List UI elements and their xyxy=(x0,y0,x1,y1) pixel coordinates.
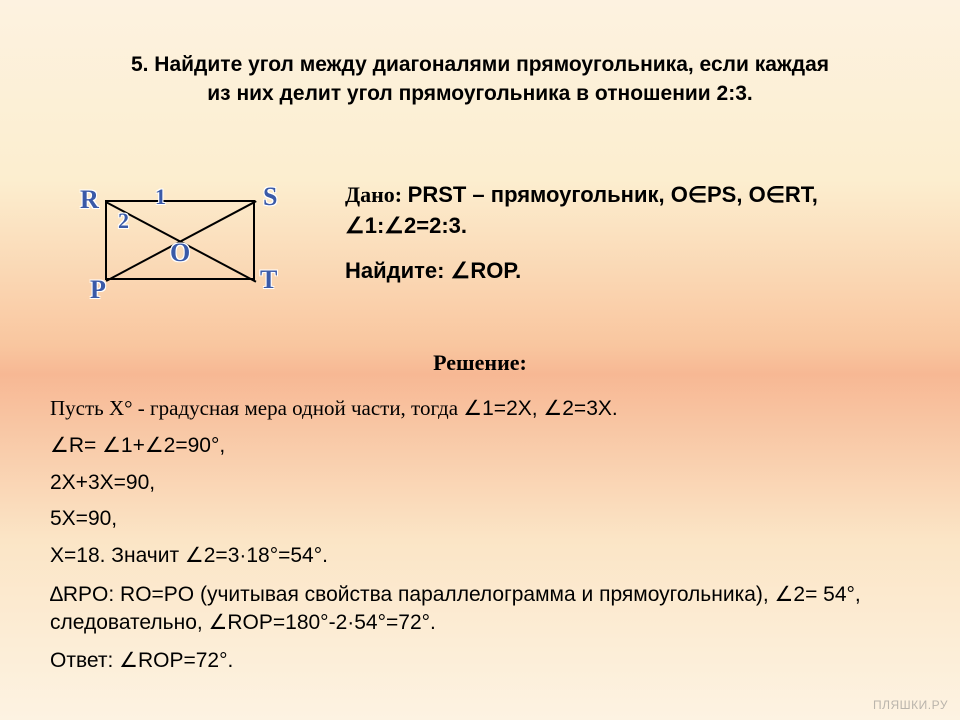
vertex-p: P xyxy=(90,275,106,305)
sol-7: Ответ: ∠ROP=72°. xyxy=(50,643,920,680)
title-line-1: 5. Найдите угол между диагоналями прямоу… xyxy=(131,53,829,76)
vertex-s: S xyxy=(263,182,277,212)
sol-6: ∆RPO: RO=PO (учитывая свойства параллело… xyxy=(50,581,920,638)
find-label: Найдите: xyxy=(345,258,451,283)
sol-2: ∠R= ∠1+∠2=90°, xyxy=(50,428,920,465)
sol-1a: Пусть Х° - градусная мера одной части, т… xyxy=(50,396,463,420)
vertex-r: R xyxy=(80,185,99,215)
solution-label: Решение: xyxy=(0,350,960,376)
angle-1: 1 xyxy=(155,184,166,210)
vertex-t: T xyxy=(260,265,277,295)
sol-5: Х=18. Значит ∠2=3·18°=54°. xyxy=(50,538,920,575)
center-o: O xyxy=(170,238,190,268)
title-line-2: из них делит угол прямоугольника в отнош… xyxy=(207,82,752,105)
solution-block: Пусть Х° - градусная мера одной части, т… xyxy=(50,390,920,680)
sol-1b: ∠1=2Х, ∠2=3Х. xyxy=(463,397,617,420)
given-text: PRST – прямоугольник, O∈PS, O∈RT, ∠1:∠2=… xyxy=(345,182,818,238)
sol-3: 2Х+3Х=90, xyxy=(50,465,920,502)
problem-title: 5. Найдите угол между диагоналями прямоу… xyxy=(0,50,960,109)
sol-4: 5Х=90, xyxy=(50,501,920,538)
angle-2: 2 xyxy=(118,208,129,234)
watermark: ПЛЯШКИ.РУ xyxy=(873,698,948,712)
given-block: Дано: PRST – прямоугольник, O∈PS, O∈RT, … xyxy=(345,180,915,286)
rectangle-diagram: R S P T O 1 2 xyxy=(80,180,280,300)
given-label: Дано: xyxy=(345,182,408,207)
find-text: ∠ROP. xyxy=(451,258,522,283)
